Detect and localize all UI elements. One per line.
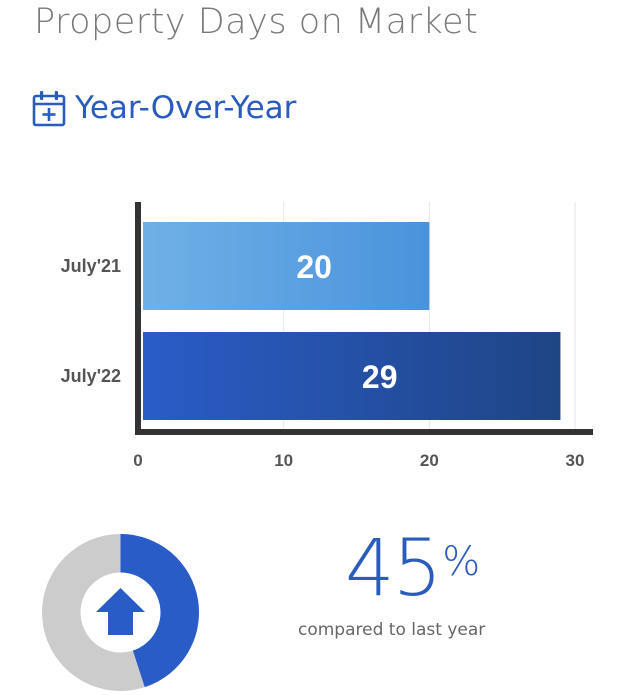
bar-chart: July'21 20 July'22 29 0 10 20 30	[61, 202, 593, 470]
change-value: 45	[345, 524, 442, 614]
percent-sign: %	[442, 539, 481, 585]
x-tick-label: 30	[566, 451, 585, 470]
x-tick-label: 10	[274, 451, 293, 470]
change-donut	[42, 534, 199, 691]
comparison-caption: compared to last year	[298, 620, 486, 640]
arrow-up-icon	[96, 588, 145, 635]
bar	[143, 332, 561, 420]
data-label: 20	[296, 249, 332, 285]
chart-subtitle: Year-Over-Year	[32, 86, 296, 130]
change-percent: 45 %	[345, 530, 480, 608]
subtitle-text: Year-Over-Year	[75, 90, 297, 126]
category-label: July'22	[61, 366, 121, 386]
category-label: July'21	[61, 256, 121, 276]
calendar-plus-icon	[32, 91, 66, 127]
x-tick-label: 0	[133, 451, 142, 470]
bar	[143, 222, 430, 310]
x-tick-label: 20	[420, 451, 439, 470]
data-label: 29	[362, 359, 398, 395]
page-title: Property Days on Market	[34, 2, 479, 42]
